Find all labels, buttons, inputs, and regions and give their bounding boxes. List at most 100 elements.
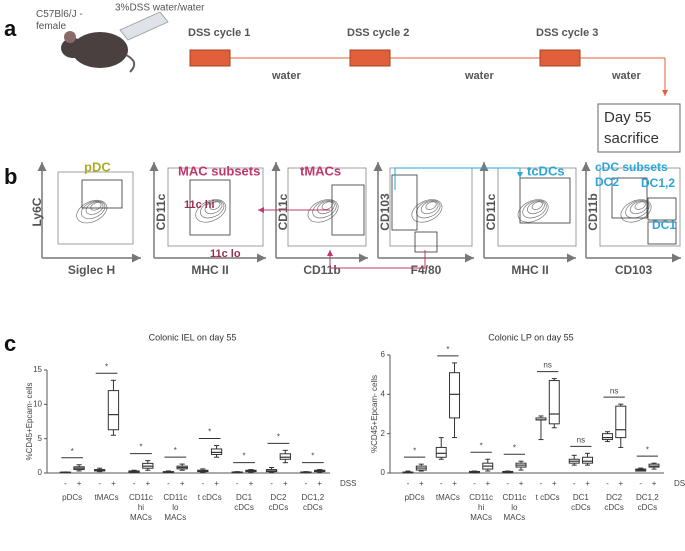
condition-label: + [585,479,590,488]
x-axis-label: Siglec H [68,263,115,277]
condition-label: - [64,479,67,488]
group-label: MACs [503,513,525,522]
y-tick-label: 0 [38,468,43,477]
group-label: tMACs [95,493,119,502]
group-label: CD11c [469,493,493,502]
x-axis-label: CD11b [303,263,340,277]
significance: * [413,446,416,455]
condition-label: - [440,479,443,488]
group-label: DC1,2 [636,493,659,502]
gate-label: tMACs [300,163,341,178]
gate-label: tcDCs [527,163,565,178]
panel-label: b [4,164,17,189]
group-label: t cDCs [198,493,222,502]
condition-label: - [167,479,170,488]
box [582,456,594,464]
significance: * [277,432,280,441]
condition-label: - [133,479,136,488]
group-label: cDCs [269,503,289,512]
group-label: cDCs [571,503,591,512]
y-axis-label: %CD45+Epcam- cells [370,375,379,453]
group-label: CD11c [163,493,187,502]
y-axis-label: CD11b [586,193,600,230]
condition-label: - [540,479,543,488]
y-axis-label: CD103 [378,193,392,231]
condition-label: + [249,479,254,488]
box [548,380,560,425]
mouse-illustration [61,11,169,73]
y-tick-label: 10 [33,399,42,408]
contour [204,200,223,215]
y-tick-label: 2 [381,429,386,438]
condition-label: + [214,479,219,488]
gate-label: DC1 [652,218,676,232]
chart-title: Colonic IEL on day 55 [149,332,237,342]
mouse-label: C57Bl6/J -female [36,9,83,32]
break-label: water [271,70,301,82]
condition-label: - [98,479,101,488]
contour [416,199,441,219]
plot-frame [599,167,681,247]
gate-arrow [394,167,523,190]
group-label: DC1 [236,493,253,502]
condition-label: - [407,479,410,488]
box [107,390,120,431]
box [601,433,613,441]
significance: * [71,447,74,456]
contour [420,200,439,215]
group-label: DC2 [606,493,623,502]
gate-label: pDC [84,159,111,174]
contour [634,201,646,210]
contour [80,200,106,220]
dss-cycle [189,49,231,67]
group-label: pDCs [62,493,82,502]
significance: ns [610,386,618,395]
condition-label: - [506,479,509,488]
condition-label: + [519,479,524,488]
contour [209,201,221,210]
condition-label: + [652,479,657,488]
contour [425,201,437,210]
x-axis-label: CD103 [615,263,653,277]
condition-label: + [180,479,185,488]
contour [411,199,443,223]
y-tick-label: 6 [381,350,386,359]
contour [522,199,547,219]
group-label: DC2 [270,493,287,502]
contour [312,199,337,219]
box [615,405,627,439]
contour [531,201,543,210]
x-axis-label: F4/80 [411,263,442,277]
plot-frame [497,167,577,247]
box [210,448,223,455]
gate-arrow [327,250,426,269]
y-axis-label: %CD45+Epcam- cells [25,382,34,460]
condition-label: + [77,479,82,488]
significance: * [243,452,246,461]
panel-label: a [4,16,17,41]
significance: ns [577,435,585,444]
box [279,453,291,460]
group-label: hi [478,503,484,512]
gate [519,177,571,224]
y-tick-label: 4 [381,389,386,398]
panel-label: c [4,331,16,356]
condition-label: - [473,479,476,488]
group-label: CD11c [129,493,153,502]
gate [189,179,231,236]
flow-panel: Ly6C Siglec H CD11c MHC II CD11c CD11b CD103 F4… [30,159,681,277]
y-axis-label: CD11c [484,193,498,230]
gate [647,221,677,245]
contour [317,200,335,215]
group-label: tMACs [436,493,460,502]
condition-label: + [552,479,557,488]
condition-name: DSS [340,479,356,488]
significance: * [139,443,142,452]
significance: * [646,445,649,454]
condition-label: + [452,479,457,488]
condition-label: + [485,479,490,488]
y-tick-label: 0 [381,468,386,477]
gate-label: 11c lo [210,248,241,260]
y-axis-label: CD11c [276,193,290,230]
break-label: water [611,70,641,82]
